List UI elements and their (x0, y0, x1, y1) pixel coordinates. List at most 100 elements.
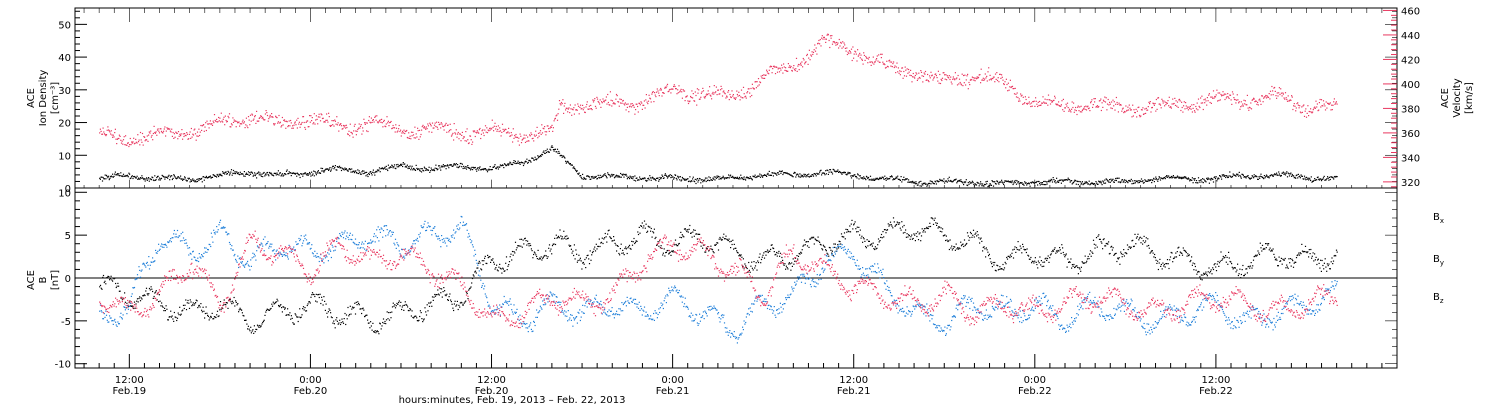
density-point (425, 168, 427, 170)
Bx-point (333, 320, 335, 322)
Bx-point (715, 243, 717, 245)
density-point (322, 170, 324, 172)
density-point (753, 176, 755, 178)
density-point (533, 159, 535, 161)
velocity-point (1147, 109, 1149, 111)
density-point (349, 168, 351, 170)
velocity-point (762, 74, 764, 77)
velocity-point (757, 85, 759, 87)
velocity-point (635, 103, 637, 105)
velocity-point (262, 116, 264, 118)
velocity-point (990, 79, 992, 81)
density-point (1238, 175, 1240, 177)
velocity-point (1014, 87, 1016, 89)
density-point (156, 177, 158, 179)
density-point (1109, 181, 1111, 183)
velocity-tick-label: 460 (1401, 6, 1420, 17)
Bx-point (708, 250, 710, 252)
velocity-point (452, 132, 454, 134)
Bx-point (671, 250, 673, 252)
Bx-point (411, 310, 413, 312)
density-point (1214, 177, 1217, 180)
density-point (116, 173, 118, 175)
velocity-point (1276, 92, 1278, 94)
Bx-point (963, 245, 965, 248)
density-point (1250, 177, 1253, 179)
density-point (831, 173, 834, 175)
velocity-point (1085, 105, 1087, 107)
velocity-point (107, 126, 109, 128)
velocity-point (714, 92, 716, 94)
velocity-point (440, 122, 442, 124)
velocity-point (286, 121, 288, 123)
density-point (248, 174, 250, 176)
velocity-point (729, 93, 731, 96)
density-point (695, 182, 697, 185)
Bx-point (557, 235, 560, 237)
velocity-point (428, 131, 430, 133)
density-point (1013, 180, 1016, 182)
Bx-point (739, 255, 741, 257)
velocity-point (1199, 106, 1201, 109)
Bx-point (957, 248, 959, 250)
velocity-point (1297, 104, 1299, 106)
Bx-point (705, 251, 707, 253)
density-point (350, 171, 352, 173)
Bx-point (216, 314, 218, 316)
velocity-point (511, 134, 513, 136)
Bx-point (901, 221, 903, 223)
density-point (1242, 174, 1244, 176)
Bx-point (275, 301, 277, 304)
velocity-point (931, 75, 933, 77)
velocity-point (237, 122, 239, 124)
density-point (349, 169, 351, 171)
Bx-point (965, 243, 967, 245)
density-point (531, 157, 533, 159)
velocity-point (547, 125, 549, 127)
velocity-point (171, 135, 173, 137)
velocity-point (1204, 98, 1206, 100)
velocity-point (922, 81, 924, 83)
Bx-point (585, 257, 587, 259)
density-point (583, 176, 585, 179)
density-point (954, 179, 956, 181)
Bx-point (598, 238, 600, 240)
density-point (1134, 180, 1136, 182)
velocity-point (359, 127, 361, 129)
velocity-point (814, 50, 817, 52)
density-point (404, 166, 406, 168)
density-point (366, 174, 368, 176)
Bx-point (419, 310, 421, 312)
velocity-point (818, 39, 820, 42)
density-point (985, 181, 987, 183)
velocity-point (845, 50, 847, 52)
density-point (1208, 178, 1210, 180)
velocity-point (975, 77, 977, 79)
Bx-point (376, 330, 378, 332)
density-point (1009, 181, 1011, 183)
velocity-point (1067, 107, 1069, 109)
Bx-point (177, 312, 179, 314)
density-point (421, 171, 423, 173)
density-point (665, 174, 667, 176)
velocity-point (558, 100, 561, 102)
velocity-point (1327, 102, 1329, 105)
density-point (189, 181, 191, 183)
density-point (886, 178, 889, 180)
density-point (1007, 180, 1009, 182)
velocity-point (941, 79, 943, 82)
density-point (1022, 183, 1024, 185)
velocity-point (1022, 103, 1024, 105)
velocity-point (1286, 100, 1289, 102)
velocity-point (1068, 108, 1071, 110)
density-point (793, 171, 796, 173)
density-point (353, 170, 355, 172)
velocity-point (1173, 102, 1175, 105)
density-point (1303, 175, 1306, 177)
velocity-point (1191, 111, 1193, 113)
velocity-point (579, 106, 581, 108)
Bx-point (591, 252, 594, 254)
density-point (605, 174, 607, 177)
density-point (1299, 175, 1301, 177)
density-point (741, 178, 743, 180)
